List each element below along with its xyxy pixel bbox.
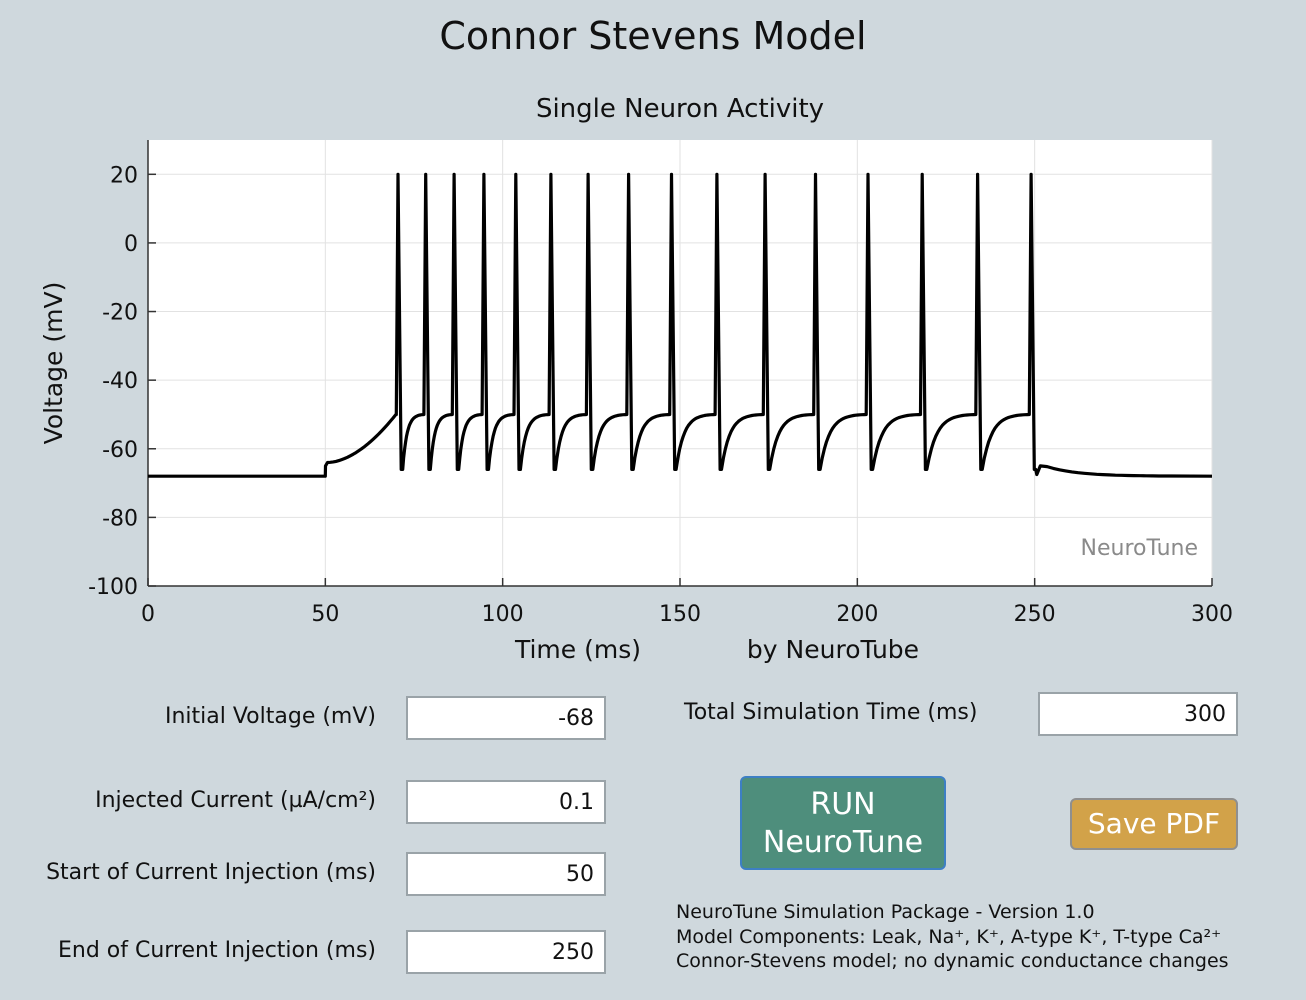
injected-current-label: Injected Current (µA/cm²) xyxy=(95,788,376,813)
x-axis-label: Time (ms) xyxy=(514,635,641,664)
y-tick-label: -100 xyxy=(88,575,138,600)
save-pdf-button[interactable]: Save PDF xyxy=(1070,798,1238,850)
x-tick-label: 100 xyxy=(482,602,524,627)
credit-label: by NeuroTube xyxy=(747,635,919,664)
y-tick-label: -20 xyxy=(102,301,138,326)
info-components: Model Components: Leak, Na⁺, K⁺, A-type … xyxy=(676,925,1222,948)
info-version: NeuroTune Simulation Package - Version 1… xyxy=(676,901,1095,923)
end-injection-input[interactable] xyxy=(406,930,606,974)
y-tick-label: 0 xyxy=(124,232,138,257)
run-button-label-line1: RUN xyxy=(810,787,876,822)
total-time-input[interactable] xyxy=(1038,692,1238,736)
plot-title: Single Neuron Activity xyxy=(535,94,825,124)
x-tick-label: 50 xyxy=(311,602,339,627)
x-tick-label: 150 xyxy=(659,602,701,627)
y-tick-label: -60 xyxy=(102,438,138,463)
end-injection-label: End of Current Injection (ms) xyxy=(58,938,376,963)
start-injection-input[interactable] xyxy=(406,852,606,896)
x-tick-label: 250 xyxy=(1014,602,1056,627)
total-time-label: Total Simulation Time (ms) xyxy=(684,700,978,725)
watermark: NeuroTune xyxy=(1081,536,1198,561)
info-panel: NeuroTune Simulation Package - Version 1… xyxy=(676,900,1229,974)
initial-voltage-input[interactable] xyxy=(406,696,606,740)
initial-voltage-label: Initial Voltage (mV) xyxy=(164,704,376,729)
run-button[interactable]: RUN NeuroTune xyxy=(740,776,946,870)
x-tick-label: 200 xyxy=(836,602,878,627)
y-tick-label: 20 xyxy=(110,163,138,188)
y-tick-label: -40 xyxy=(102,369,138,394)
y-tick-label: -80 xyxy=(102,506,138,531)
x-tick-label: 300 xyxy=(1191,602,1233,627)
injected-current-input[interactable] xyxy=(406,780,606,824)
run-button-label-line2: NeuroTune xyxy=(762,825,924,860)
start-injection-label: Start of Current Injection (ms) xyxy=(46,860,376,885)
voltage-trace xyxy=(148,172,1213,478)
y-axis-label: Voltage (mV) xyxy=(39,282,68,445)
app-title: Connor Stevens Model xyxy=(439,14,867,58)
info-model-note: Connor-Stevens model; no dynamic conduct… xyxy=(676,950,1229,972)
x-tick-label: 0 xyxy=(141,602,155,627)
